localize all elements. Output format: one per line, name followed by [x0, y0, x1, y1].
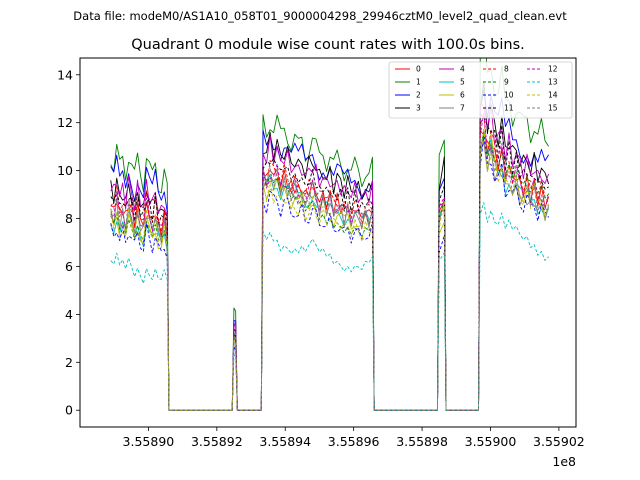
series-line-4 — [110, 103, 550, 411]
x-axis: 3.55890 3.55892 3.55894 3.55896 3.55898 3.559… — [123, 427, 585, 449]
x-tick-label: 3.55894 — [259, 434, 311, 449]
series-line-15 — [110, 137, 549, 411]
legend-label-1: 1 — [416, 78, 421, 87]
legend-box — [388, 61, 573, 119]
series-line-9 — [110, 132, 549, 411]
y-tick-label: 6 — [65, 259, 73, 274]
y-tick-label: 10 — [57, 163, 73, 178]
legend-label-6: 6 — [460, 91, 465, 100]
legend-label-2: 2 — [416, 91, 421, 100]
y-tick-label: 4 — [65, 307, 73, 322]
legend-label-4: 4 — [460, 65, 465, 74]
series-line-8 — [110, 113, 550, 411]
chart-title: Quadrant 0 module wise count rates with … — [131, 37, 525, 53]
legend-label-13: 13 — [548, 78, 558, 87]
x-offset-label: 1e8 — [552, 454, 576, 469]
legend-label-15: 15 — [548, 104, 558, 113]
x-tick-label: 3.55890 — [123, 434, 175, 449]
series-line-12 — [110, 112, 550, 411]
y-tick-label: 12 — [57, 115, 73, 130]
series-line-10 — [110, 136, 550, 411]
x-tick-label: 3.55902 — [533, 434, 585, 449]
legend-label-11: 11 — [504, 104, 514, 113]
legend-label-8: 8 — [504, 65, 509, 74]
plot-area-frame — [79, 57, 577, 428]
y-tick-label: 14 — [57, 67, 73, 82]
legend-label-0: 0 — [416, 65, 421, 74]
data-file-caption: Data file: modeM0/AS1A10_058T01_90000042… — [73, 9, 567, 23]
series-line-13 — [110, 202, 549, 411]
legend-label-14: 14 — [548, 91, 558, 100]
series-line-14 — [110, 127, 550, 411]
series-layer — [110, 58, 550, 411]
x-tick-label: 3.55900 — [465, 434, 517, 449]
x-tick-label: 3.55896 — [328, 434, 380, 449]
y-tick-label: 0 — [65, 403, 73, 418]
x-tick-label: 3.55892 — [191, 434, 243, 449]
legend-label-3: 3 — [416, 104, 421, 113]
legend-label-7: 7 — [460, 104, 465, 113]
legend-label-12: 12 — [548, 65, 558, 74]
x-tick-label: 3.55898 — [396, 434, 448, 449]
series-line-6 — [110, 131, 550, 411]
legend-label-10: 10 — [504, 91, 514, 100]
y-tick-label: 2 — [65, 355, 73, 370]
y-axis: 0 2 4 6 8 10 12 14 — [57, 67, 80, 418]
legend-label-5: 5 — [460, 78, 465, 87]
series-line-7 — [110, 141, 550, 411]
series-line-0 — [110, 130, 550, 411]
y-tick-label: 8 — [65, 211, 73, 226]
series-line-5 — [110, 129, 550, 411]
legend-label-9: 9 — [504, 78, 509, 87]
series-line-3 — [110, 80, 550, 411]
